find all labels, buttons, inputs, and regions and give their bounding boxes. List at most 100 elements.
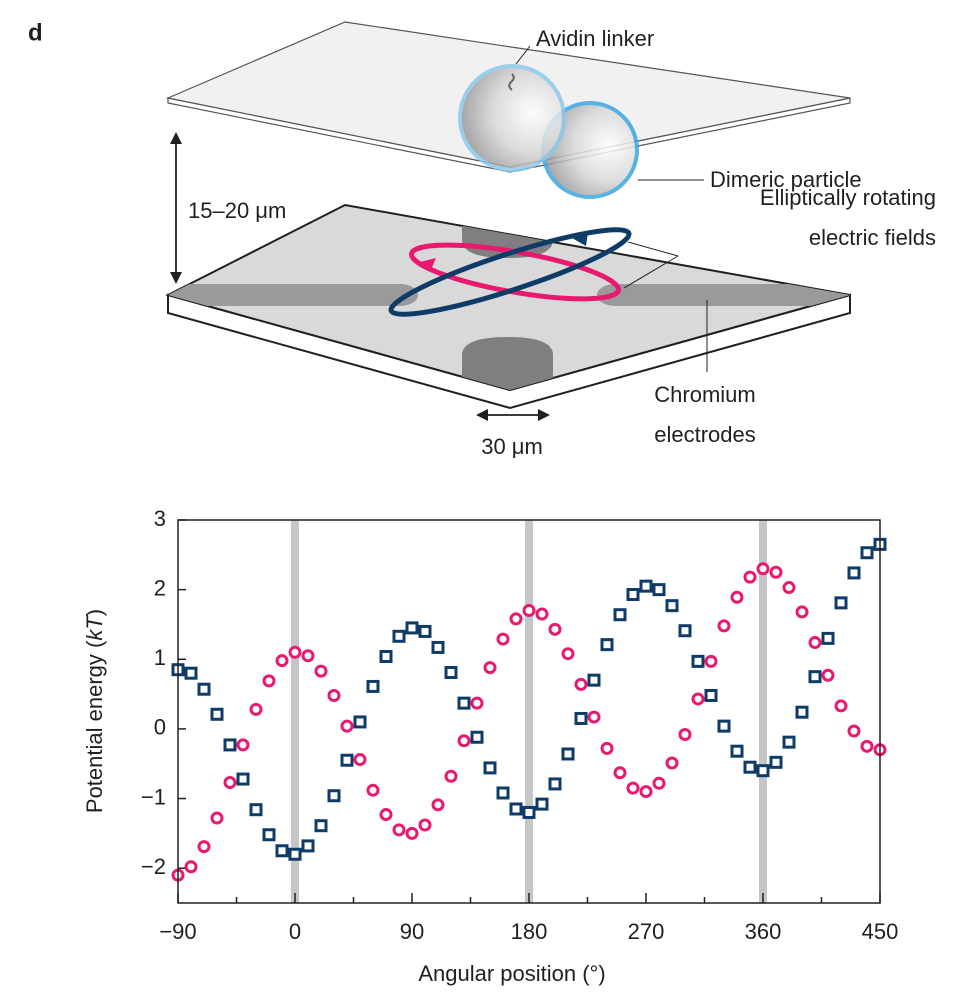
square-marker [405,621,419,635]
circle-marker [262,674,276,688]
y-axis-label: Potential energy (kT) [82,609,107,813]
square-marker [652,583,666,597]
square-marker [548,777,562,791]
circle-marker [652,776,666,790]
square-marker [769,755,783,769]
diagram: Avidin linker Dimeric particle 15–20 μm … [165,21,936,459]
x-tick-label: 90 [400,919,424,944]
label: electric fields [809,225,936,250]
electrode [168,284,418,306]
square-marker [821,631,835,645]
square-marker [379,649,393,663]
square-marker [457,696,471,710]
circle-marker [730,590,744,604]
square-marker [275,844,289,858]
square-marker [808,670,822,684]
square-marker [535,797,549,811]
label: Dimeric particle [710,167,862,192]
circle-marker [847,724,861,738]
linker [508,73,515,91]
circle-marker [223,776,237,790]
y-tick-label: 1 [154,645,166,670]
particle-sphere [458,64,566,172]
square-marker [483,761,497,775]
square-marker [184,666,198,680]
label: 30 μm [481,434,543,459]
label: Avidin linker [536,26,654,51]
plot-frame [177,519,881,904]
circle-marker [301,649,315,663]
circle-marker [600,741,614,755]
circle-marker [834,699,848,713]
square-marker [210,707,224,721]
arrowhead [476,409,488,421]
square-marker [704,688,718,702]
circle-marker [379,808,393,822]
circle-marker [418,818,432,832]
square-marker [353,715,367,729]
y-tick-label: 3 [154,506,166,531]
square-marker [496,786,510,800]
electrode [597,284,850,306]
panel-label: d [28,19,43,46]
x-tick-label: 270 [628,919,665,944]
square-marker [717,719,731,733]
square-marker [223,738,237,752]
chart: Angular position (°) Potential energy (k… [82,506,899,986]
circle-marker [782,581,796,595]
circle-marker [769,565,783,579]
square-marker [691,654,705,668]
square-marker [613,608,627,622]
circle-marker [561,647,575,661]
square-marker [795,705,809,719]
label: Elliptically rotating [760,185,936,210]
y-tick-label: 2 [154,575,166,600]
circle-marker [717,619,731,633]
square-marker [756,764,770,778]
square-marker [743,760,757,774]
square-marker [509,802,523,816]
square-marker [678,624,692,638]
circle-marker [821,668,835,682]
circle-marker [574,677,588,691]
circle-marker [691,692,705,706]
circle-marker [808,636,822,650]
circle-marker [756,562,770,576]
square-marker [522,805,536,819]
leader [627,241,679,257]
square-marker [431,640,445,654]
label: Chromium [654,382,755,407]
square-marker [301,839,315,853]
circle-marker [613,766,627,780]
leader [515,45,531,65]
arrowhead [538,409,550,421]
circle-marker [639,785,653,799]
square-marker [587,673,601,687]
square-marker [288,847,302,861]
circle-marker [860,739,874,753]
square-marker [600,638,614,652]
reference-band [525,520,533,903]
x-tick-label: 450 [862,919,899,944]
x-tick-label: −90 [159,919,196,944]
field-ellipse [388,227,632,317]
label: electrodes [654,422,756,447]
y-axis-label-part: ) [82,609,107,616]
reference-band [291,520,299,903]
circle-marker [405,826,419,840]
circle-marker [522,604,536,618]
x-tick-label: 180 [511,919,548,944]
square-marker [626,588,640,602]
circle-marker [353,753,367,767]
square-marker [314,819,328,833]
circle-marker [236,738,250,752]
circle-marker [483,661,497,675]
circle-marker [249,702,263,716]
circle-marker [431,798,445,812]
square-marker [834,596,848,610]
circle-marker [288,645,302,659]
square-marker [730,744,744,758]
square-marker [262,828,276,842]
square-marker [197,682,211,696]
